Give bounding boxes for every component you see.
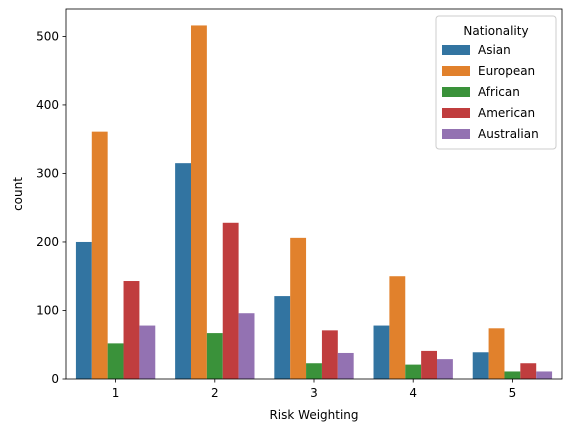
y-tick-label: 200 [36, 235, 59, 249]
legend-label-european: European [478, 64, 535, 78]
x-tick-label: 2 [211, 386, 219, 400]
legend-title: Nationality [463, 24, 528, 38]
bar-african-4 [405, 364, 422, 379]
bar-african-2 [206, 333, 223, 379]
legend-label-asian: Asian [478, 43, 511, 57]
bar-asian-2 [175, 163, 191, 379]
bar-american-3 [321, 330, 338, 379]
legend-swatch-african [442, 87, 470, 97]
bar-australian-5 [536, 371, 553, 379]
y-axis-label: count [11, 177, 25, 211]
bar-asian-1 [75, 241, 92, 379]
bar-australian-4 [437, 359, 453, 379]
plot-frame [65, 8, 563, 380]
bar-asian-3 [274, 296, 291, 379]
bar-european-3 [290, 237, 307, 379]
bar-american-2 [222, 222, 239, 379]
bar-asian-5 [472, 352, 489, 379]
legend-swatch-australian [442, 129, 470, 139]
bar-european-5 [488, 328, 505, 379]
y-tick-label: 100 [36, 303, 59, 317]
legend-swatch-asian [442, 45, 470, 55]
bar-australian-1 [139, 325, 156, 379]
legend: Nationality Asian European African American… [435, 15, 557, 150]
x-axis-label: Risk Weighting [269, 408, 358, 422]
bar-asian-4 [373, 325, 390, 379]
y-tick-label: 500 [36, 29, 59, 43]
bar-european-2 [190, 25, 207, 379]
y-tick-label: 0 [51, 372, 59, 386]
bar-american-1 [123, 281, 140, 379]
x-tick-label: 5 [509, 386, 517, 400]
legend-swatch-european [442, 66, 470, 76]
bar-european-1 [91, 131, 108, 379]
legend-swatch-american [442, 108, 470, 118]
bars-group [75, 25, 553, 379]
x-tick-label: 1 [112, 386, 120, 400]
legend-label-african: African [478, 85, 520, 99]
bar-african-3 [306, 363, 322, 379]
bar-african-5 [504, 371, 521, 379]
x-tick-label: 4 [409, 386, 417, 400]
y-tick-label: 400 [36, 98, 59, 112]
x-tick-label: 3 [310, 386, 318, 400]
bar-american-5 [520, 363, 537, 379]
bar-australian-2 [238, 313, 255, 379]
y-tick-label: 300 [36, 166, 59, 180]
legend-label-australian: Australian [478, 127, 539, 141]
bar-american-4 [421, 350, 438, 379]
bar-australian-3 [337, 352, 354, 379]
legend-label-american: American [478, 106, 535, 120]
bar-african-1 [107, 343, 124, 379]
x-axis: 1 2 3 4 5 [112, 379, 516, 400]
bar-european-4 [389, 276, 406, 379]
y-axis: 0 100 200 300 400 500 [36, 29, 66, 386]
